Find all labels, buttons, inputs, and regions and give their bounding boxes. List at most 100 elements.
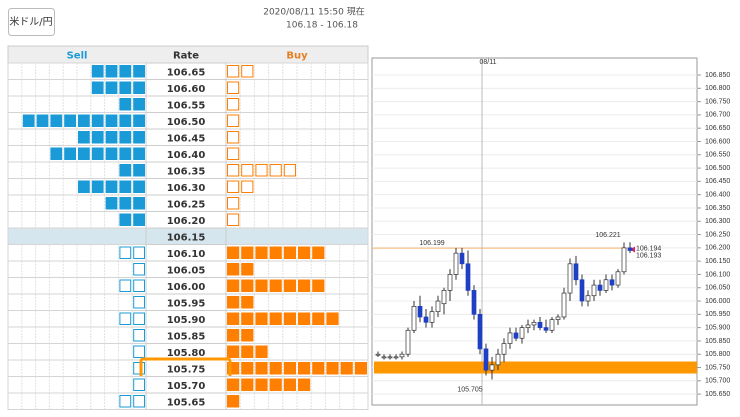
rate-label: 106.25 xyxy=(167,199,206,210)
buy-square xyxy=(312,362,325,375)
buy-square xyxy=(283,362,296,375)
candle-body xyxy=(405,329,411,355)
y-tick-label: 106.700 xyxy=(705,112,730,119)
rate-label: 105.75 xyxy=(167,364,206,375)
sell-square xyxy=(105,81,118,94)
buy-square xyxy=(227,98,240,111)
y-tick-label: 105.650 xyxy=(705,391,730,398)
buy-square xyxy=(227,312,240,325)
buy-square xyxy=(227,362,240,375)
sell-square xyxy=(78,114,90,127)
sell-square xyxy=(119,197,132,210)
y-tick-label: 105.950 xyxy=(705,311,730,318)
column-header: Rate xyxy=(173,51,199,62)
buy-square xyxy=(227,197,240,210)
candle-body xyxy=(471,290,477,315)
candle-body xyxy=(411,306,417,331)
candle-body xyxy=(585,295,591,302)
buy-square xyxy=(269,279,282,292)
sell-square xyxy=(119,213,132,226)
sell-square xyxy=(78,131,90,144)
buy-square xyxy=(241,329,254,342)
candle-body xyxy=(465,263,471,291)
buy-square xyxy=(255,164,268,177)
sell-square xyxy=(133,65,145,78)
buy-square xyxy=(241,246,254,259)
pair-button[interactable] xyxy=(8,8,55,36)
y-tick-label: 106.650 xyxy=(705,125,730,132)
y-tick-label: 105.850 xyxy=(705,338,730,345)
buy-square xyxy=(227,81,240,94)
candle-body xyxy=(615,271,621,286)
buy-square xyxy=(227,378,240,391)
buy-square xyxy=(255,279,268,292)
sell-square xyxy=(105,180,118,193)
candle-body xyxy=(423,316,429,323)
buy-square xyxy=(227,279,240,292)
buy-square xyxy=(298,378,311,391)
buy-square xyxy=(298,246,311,259)
buy-square xyxy=(227,213,240,226)
y-tick-label: 106.250 xyxy=(705,231,730,238)
sell-square xyxy=(105,114,118,127)
y-tick-label: 106.850 xyxy=(705,72,730,79)
order-book: Sell Rate Buy 106.65 106.60 106.55 106.50 106.4… xyxy=(7,45,369,410)
y-tick-label: 106.350 xyxy=(705,205,730,212)
buy-square xyxy=(227,65,240,78)
rate-label: 105.90 xyxy=(167,315,206,326)
buy-square xyxy=(269,362,282,375)
buy-square xyxy=(227,345,240,358)
high-label: 106.221 xyxy=(595,232,620,239)
sell-square xyxy=(133,263,145,276)
y-tick-label: 106.550 xyxy=(705,152,730,159)
candle-body xyxy=(387,356,393,359)
sell-square xyxy=(119,114,132,127)
buy-square xyxy=(227,246,240,259)
y-tick-label: 106.200 xyxy=(705,245,730,252)
candle-body xyxy=(579,279,585,302)
rate-label: 106.60 xyxy=(167,84,206,95)
column-header: Buy xyxy=(286,51,308,62)
sell-square xyxy=(133,279,145,292)
sell-square xyxy=(105,131,118,144)
sell-square xyxy=(133,296,145,309)
buy-square xyxy=(255,312,268,325)
buy-square xyxy=(227,164,240,177)
buy-square xyxy=(269,378,282,391)
y-tick-label: 106.800 xyxy=(705,85,730,92)
sell-square xyxy=(133,114,145,127)
buy-square xyxy=(326,312,339,325)
candle-body xyxy=(597,284,603,291)
buy-square xyxy=(312,312,325,325)
sell-square xyxy=(119,246,132,259)
candle-body xyxy=(393,356,399,359)
buy-square xyxy=(269,164,282,177)
sell-square xyxy=(133,131,145,144)
bid-label: 106.194 xyxy=(636,245,661,252)
candle-body xyxy=(543,327,549,331)
sell-square xyxy=(91,131,104,144)
rate-label: 106.30 xyxy=(167,183,206,194)
y-tick-label: 106.050 xyxy=(705,285,730,292)
buy-square xyxy=(283,279,296,292)
sell-square xyxy=(133,312,145,325)
pair-button-label[interactable]: 米ドル/円 xyxy=(9,15,52,28)
buy-square xyxy=(354,362,367,375)
candle-body xyxy=(573,263,579,281)
y-tick-label: 106.300 xyxy=(705,218,730,225)
sell-square xyxy=(91,147,104,160)
rate-label: 106.15 xyxy=(167,232,206,243)
sell-square xyxy=(91,114,104,127)
buy-square xyxy=(283,246,296,259)
candle-body xyxy=(627,247,633,251)
buy-square xyxy=(255,345,268,358)
sell-square xyxy=(91,81,104,94)
buy-square xyxy=(227,147,240,160)
buy-square xyxy=(255,362,268,375)
candle-body xyxy=(525,324,531,328)
candle-body xyxy=(609,279,615,286)
plot-area xyxy=(371,57,698,406)
buy-square xyxy=(312,246,325,259)
rate-label: 106.05 xyxy=(167,265,206,276)
candle-body xyxy=(507,332,513,344)
